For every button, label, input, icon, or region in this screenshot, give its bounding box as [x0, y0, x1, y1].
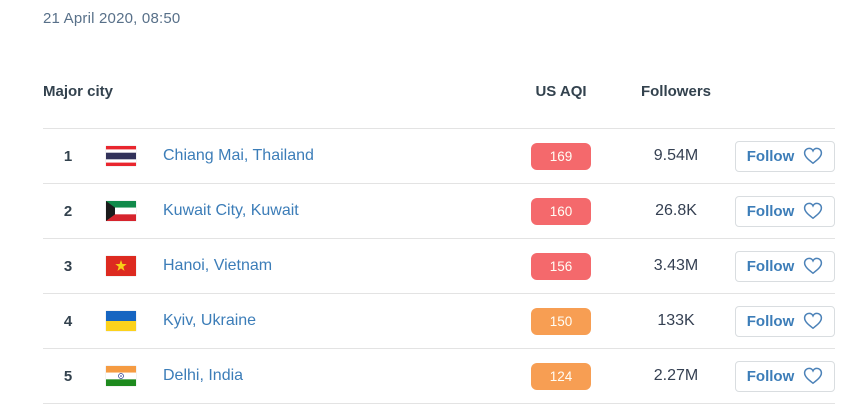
- column-header-us-aqi: US AQI: [535, 83, 587, 100]
- rank-number: 1: [63, 147, 73, 165]
- aqi-value-badge: 169: [531, 142, 591, 170]
- follow-button[interactable]: Follow: [735, 250, 835, 282]
- followers-count: 133K: [657, 312, 695, 329]
- major-city-ranking-table: Major city US AQI Followers 1 Chiang Mai…: [43, 83, 835, 404]
- table-row: 2 Kuwait City, Kuwait 160 26.8K Follow: [43, 184, 835, 239]
- city-link[interactable]: Delhi, India: [163, 367, 244, 384]
- follow-button[interactable]: Follow: [735, 140, 835, 172]
- india-flag-icon: [106, 366, 153, 386]
- follow-button[interactable]: Follow: [735, 195, 835, 227]
- column-header-major-city: Major city: [43, 83, 114, 100]
- ukraine-flag-icon: [106, 311, 153, 331]
- heart-icon: [804, 312, 823, 330]
- followers-count: 3.43M: [653, 257, 699, 274]
- aqi-value-badge: 160: [531, 197, 591, 225]
- city-link[interactable]: Hanoi, Vietnam: [163, 257, 273, 274]
- followers-count: 2.27M: [653, 367, 699, 384]
- heart-icon: [804, 202, 823, 220]
- vietnam-flag-icon: [106, 256, 153, 276]
- table-row: 3 Hanoi, Vietnam 156 3.43M Follow: [43, 239, 835, 294]
- kuwait-flag-icon: [106, 201, 153, 221]
- last-updated-timestamp: 21 April 2020, 08:50: [43, 10, 181, 27]
- table-body: 1 Chiang Mai, Thailand 169 9.54M Follow …: [43, 129, 835, 404]
- aqi-value-badge: 156: [531, 252, 591, 280]
- rank-number: 3: [63, 257, 73, 275]
- followers-count: 26.8K: [655, 202, 697, 219]
- table-row: 1 Chiang Mai, Thailand 169 9.54M Follow: [43, 129, 835, 184]
- rank-number: 5: [63, 367, 73, 385]
- table-row: 4 Kyiv, Ukraine 150 133K Follow: [43, 294, 835, 349]
- rank-number: 4: [63, 312, 73, 330]
- city-link[interactable]: Chiang Mai, Thailand: [163, 147, 314, 164]
- table-header-row: Major city US AQI Followers: [43, 83, 835, 129]
- table-row: 5 Delhi, India 124 2.27M Follow: [43, 349, 835, 404]
- heart-icon: [804, 147, 823, 165]
- follow-button[interactable]: Follow: [735, 305, 835, 337]
- aqi-value-badge: 124: [531, 362, 591, 390]
- followers-count: 9.54M: [653, 147, 699, 164]
- aqi-value-badge: 150: [531, 307, 591, 335]
- heart-icon: [804, 257, 823, 275]
- rank-number: 2: [63, 202, 73, 220]
- follow-button[interactable]: Follow: [735, 360, 835, 392]
- column-header-followers: Followers: [640, 83, 711, 100]
- city-link[interactable]: Kyiv, Ukraine: [163, 312, 257, 329]
- heart-icon: [804, 367, 823, 385]
- thailand-flag-icon: [106, 146, 153, 166]
- city-link[interactable]: Kuwait City, Kuwait: [163, 202, 299, 219]
